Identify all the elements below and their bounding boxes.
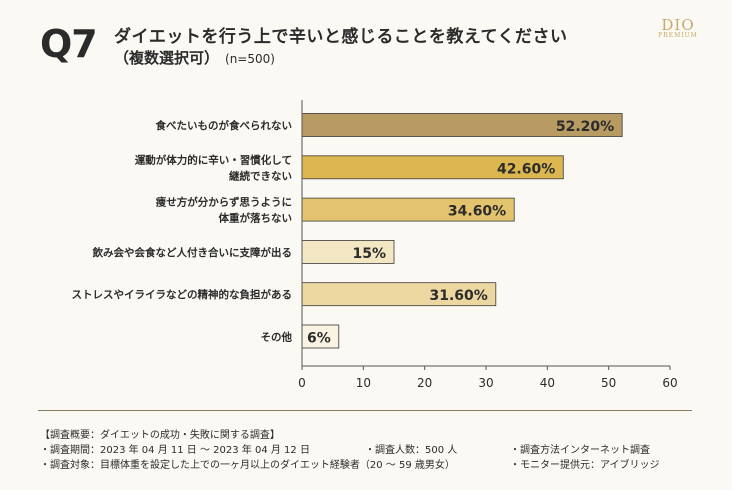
survey-row-2: ・調査対象：目標体重を設定した上での一ヶ月以上のダイエット経験者（20 〜 59… — [40, 458, 660, 473]
data-label-5: 31.60% — [430, 288, 488, 304]
x-tick-label-10: 10 — [356, 376, 371, 390]
category-label-6: その他 — [261, 331, 293, 344]
x-tick-label-30: 30 — [478, 376, 493, 390]
survey-summary: 【調査概要：ダイエットの成功・失敗に関する調査】 ・調査期間：2023 年 04… — [40, 428, 660, 473]
category-label-1: 食べたいものが食べられない — [155, 119, 293, 132]
survey-method: ・調査方法インターネット調査 — [510, 445, 650, 456]
data-label-3: 34.60% — [448, 204, 506, 220]
data-label-1: 52.20% — [556, 119, 614, 135]
survey-target: ・調査対象：目標体重を設定した上での一ヶ月以上のダイエット経験者（20 〜 59… — [40, 460, 455, 471]
survey-row-1: ・調査期間：2023 年 04 月 11 日 〜 2023 年 04 月 12 … — [40, 443, 650, 458]
question-number: Q7 — [40, 22, 98, 66]
survey-period: ・調査期間：2023 年 04 月 11 日 〜 2023 年 04 月 12 … — [40, 445, 310, 456]
data-label-2: 42.60% — [497, 161, 555, 177]
x-tick-label-0: 0 — [298, 376, 306, 390]
x-tick-label-20: 20 — [417, 376, 432, 390]
x-tick-label-50: 50 — [601, 376, 616, 390]
bar-chart: 52.20% 食べたいものが食べられない 42.60% 運動が体力的に辛い・習慣化して… — [72, 100, 678, 390]
category-label-5: ストレスやイライラなどの精神的な負担がある — [72, 288, 293, 301]
survey-heading: 【調査概要：ダイエットの成功・失敗に関する調査】 — [40, 430, 280, 441]
survey-count: ・調査人数：500 人 — [365, 445, 458, 456]
logo-text: DIO — [661, 16, 695, 34]
sample-size: (n=500) — [225, 52, 275, 66]
category-label-3-line-2: 体重が落ちない — [219, 212, 293, 225]
brand-logo: DIO PREMIUM — [650, 16, 706, 42]
category-label-4: 飲み会や会食など人付き合いに支障が出る — [92, 246, 293, 259]
x-tick-label-60: 60 — [662, 376, 677, 390]
data-label-4: 15% — [352, 246, 386, 262]
category-label-2-line-2: 継続できない — [229, 169, 292, 182]
x-tick-label-40: 40 — [540, 376, 555, 390]
data-label-6: 6% — [307, 331, 331, 347]
category-label-3-line-1: 痩せ方が分からず思うように — [156, 196, 292, 209]
multiple-choice-note: （複数選択可） — [114, 49, 220, 67]
chart-title: ダイエットを行う上で辛いと感じることを教えてください — [114, 27, 568, 47]
chart-subtitle: （複数選択可） (n=500) — [114, 47, 275, 68]
footer-divider — [38, 410, 692, 411]
category-label-2-line-1: 運動が体力的に辛い・習慣化して — [135, 153, 292, 166]
survey-provider: ・モニター提供元：アイブリッジ — [510, 460, 660, 471]
logo-subtext: PREMIUM — [658, 32, 698, 39]
